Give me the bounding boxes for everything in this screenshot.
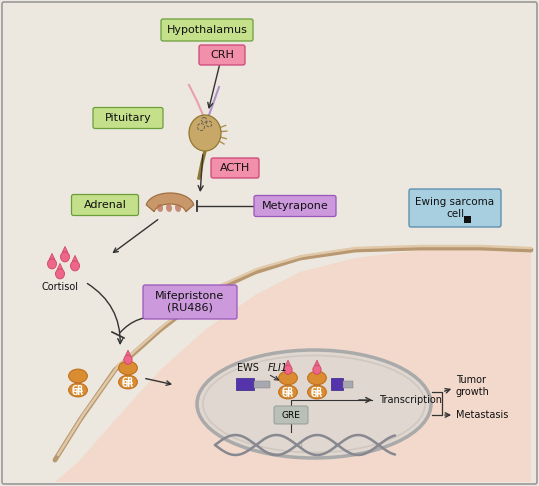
Polygon shape: [63, 246, 67, 252]
Text: Pituitary: Pituitary: [105, 113, 151, 123]
Ellipse shape: [47, 259, 57, 269]
FancyBboxPatch shape: [72, 194, 139, 215]
Polygon shape: [57, 263, 63, 269]
FancyBboxPatch shape: [161, 19, 253, 41]
FancyBboxPatch shape: [143, 285, 237, 319]
Text: Mifepristone
(RU486): Mifepristone (RU486): [155, 291, 225, 313]
Ellipse shape: [119, 361, 137, 375]
Text: GR: GR: [282, 389, 294, 399]
Text: GR: GR: [122, 380, 134, 388]
Polygon shape: [126, 350, 130, 355]
Polygon shape: [8, 248, 531, 482]
Text: Tumor
growth: Tumor growth: [456, 375, 490, 397]
Text: GR: GR: [72, 387, 84, 397]
Text: Adrenal: Adrenal: [84, 200, 127, 210]
FancyBboxPatch shape: [93, 107, 163, 128]
Text: GR: GR: [122, 377, 134, 386]
Text: GR: GR: [282, 387, 294, 396]
Bar: [464, 216, 471, 223]
Ellipse shape: [119, 375, 137, 389]
Text: Metyrapone: Metyrapone: [261, 201, 328, 211]
FancyBboxPatch shape: [211, 158, 259, 178]
Text: FLI1: FLI1: [268, 363, 288, 373]
Ellipse shape: [279, 371, 298, 385]
Ellipse shape: [189, 115, 221, 151]
Ellipse shape: [313, 365, 321, 374]
Ellipse shape: [308, 371, 326, 385]
Text: Metastasis: Metastasis: [456, 410, 508, 420]
Ellipse shape: [56, 269, 65, 279]
Polygon shape: [315, 360, 320, 365]
FancyBboxPatch shape: [409, 189, 501, 227]
Text: GRE: GRE: [281, 411, 300, 419]
Polygon shape: [146, 193, 194, 212]
Text: EWS: EWS: [237, 363, 259, 373]
Ellipse shape: [166, 204, 172, 212]
Bar: [236, 378, 254, 390]
Ellipse shape: [308, 385, 326, 399]
Ellipse shape: [71, 260, 79, 271]
Ellipse shape: [197, 350, 431, 458]
Text: Ewing sarcoma
cell: Ewing sarcoma cell: [416, 197, 495, 219]
Polygon shape: [72, 255, 78, 261]
Ellipse shape: [284, 365, 292, 374]
Text: GR: GR: [72, 385, 84, 394]
Text: Transcription: Transcription: [379, 395, 442, 405]
Polygon shape: [286, 360, 291, 365]
Bar: [343, 381, 353, 388]
Polygon shape: [50, 253, 54, 259]
FancyBboxPatch shape: [274, 406, 308, 424]
Text: GR: GR: [311, 389, 323, 399]
Ellipse shape: [68, 369, 87, 383]
Bar: [254, 381, 270, 388]
Text: ACTH: ACTH: [220, 163, 250, 173]
FancyBboxPatch shape: [254, 195, 336, 216]
Ellipse shape: [175, 204, 181, 212]
Text: CRH: CRH: [210, 50, 234, 60]
Ellipse shape: [60, 252, 70, 262]
Ellipse shape: [124, 355, 132, 364]
Text: Cortisol: Cortisol: [42, 282, 79, 292]
FancyBboxPatch shape: [199, 45, 245, 65]
Text: Hypothalamus: Hypothalamus: [167, 25, 247, 35]
Bar: [331, 378, 343, 390]
Ellipse shape: [68, 383, 87, 397]
Text: GR: GR: [311, 387, 323, 396]
Ellipse shape: [279, 385, 298, 399]
Ellipse shape: [157, 204, 163, 212]
